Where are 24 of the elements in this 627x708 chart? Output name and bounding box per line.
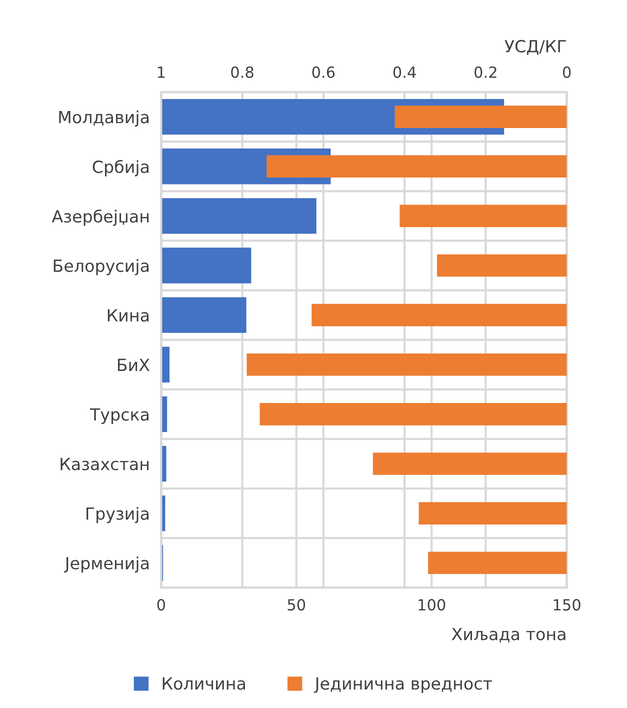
x-tick-label: 150: [554, 599, 580, 611]
x-tick-label: 50: [288, 599, 306, 611]
y-tick-label: Кина: [108, 309, 149, 322]
y-tick-label: Србија: [92, 160, 149, 176]
x-tick-label: 0: [157, 599, 165, 611]
legend-label: Количина: [162, 677, 245, 690]
x2-tick-label: 0.2: [474, 66, 496, 78]
x2-tick-label: 0.6: [312, 66, 335, 78]
y-tick-label: Јерменија: [64, 556, 149, 573]
x2-tick-label: 0.4: [393, 66, 416, 78]
y-tick-label: Азербејџан: [52, 209, 149, 226]
x-tick-label: 100: [418, 599, 446, 611]
x2-axis-title: УСД/КГ: [504, 40, 566, 55]
y-tick-label: Казахстан: [60, 458, 149, 470]
legend-label: Јединична вредност: [314, 677, 492, 693]
x-axis-title: Хиљада тона: [452, 628, 566, 642]
y-tick-label: Турска: [90, 408, 149, 424]
y-tick-label: БиХ: [118, 358, 150, 371]
y-tick-label: Грузија: [86, 506, 149, 524]
y-tick-label: Молдавија: [59, 110, 149, 127]
x2-tick-label: 0: [562, 66, 571, 78]
x2-tick-label: 1: [158, 66, 165, 78]
x2-tick-label: 0.8: [231, 66, 254, 78]
y-tick-label: Белорусија: [54, 259, 149, 276]
